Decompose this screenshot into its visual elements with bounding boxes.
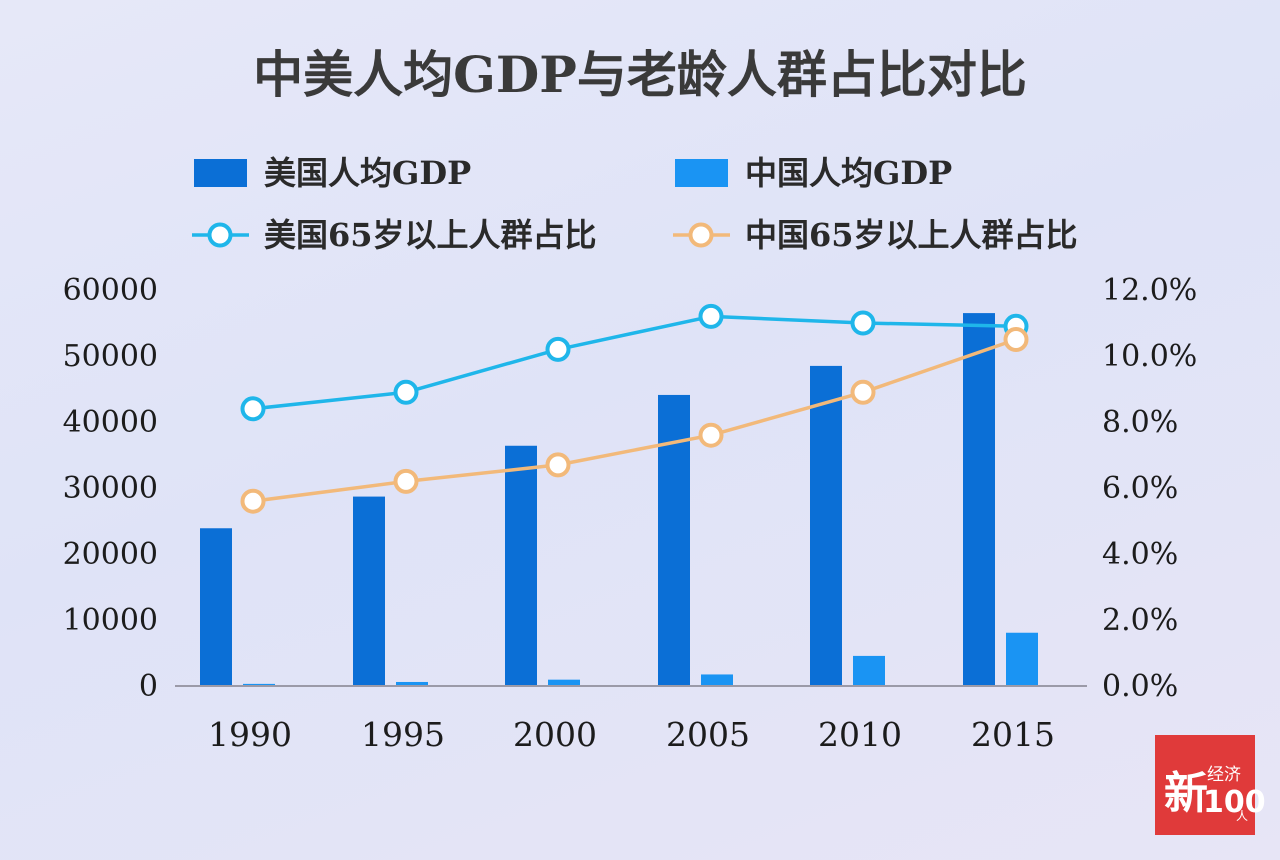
point-cn-aged-share — [1003, 327, 1029, 352]
y-right-tick-label: 2.0% — [1102, 603, 1178, 638]
brand-logo: 新经济100人 — [1155, 735, 1266, 835]
bar-us-gdp — [505, 445, 537, 686]
legend-swatch — [675, 159, 728, 187]
point-cn-aged-share — [545, 452, 571, 478]
legend-swatch — [194, 159, 247, 187]
y-left-tick-label: 0 — [139, 669, 158, 704]
bar-us-gdp — [353, 496, 385, 686]
legend-label: 美国65岁以上人群占比 — [264, 216, 597, 254]
x-tick-label: 2015 — [971, 715, 1055, 754]
x-tick-label: 2010 — [818, 715, 902, 754]
line-cn-aged-share — [252, 337, 1017, 503]
legend-label: 美国人均GDP — [264, 154, 471, 192]
bar-cn-gdp — [701, 674, 733, 686]
legend: 美国人均GDP 中国人均GDP 美国65岁以上人群占比 中国65岁以上人群占比 — [192, 154, 1078, 254]
point-us-aged-share — [393, 379, 419, 405]
y-right-tick-label: 10.0% — [1102, 339, 1197, 374]
legend-label: 中国人均GDP — [745, 154, 952, 192]
bar-cn-gdp — [1006, 632, 1038, 686]
y-right-tick-label: 8.0% — [1102, 405, 1178, 440]
point-cn-aged-share — [393, 468, 419, 494]
y-axis-left: 0 10000 20000 30000 40000 50000 60000 — [63, 273, 158, 704]
bar-cn-gdp — [548, 679, 580, 686]
bar-cn-gdp — [243, 683, 275, 686]
logo-top-text: 经济 — [1207, 765, 1241, 785]
x-tick-label: 2005 — [666, 715, 750, 754]
y-right-tick-label: 12.0% — [1102, 273, 1197, 308]
x-tick-label: 1995 — [361, 715, 445, 754]
logo-background — [1155, 735, 1255, 835]
bar-us-gdp — [963, 313, 995, 686]
bar-us-gdp — [200, 528, 232, 686]
logo-sub-text: 人 — [1236, 809, 1248, 823]
bar-series — [200, 313, 1038, 686]
line-series — [240, 303, 1029, 514]
y-right-tick-label: 0.0% — [1102, 669, 1178, 704]
bar-cn-gdp — [853, 655, 885, 686]
y-right-tick-label: 6.0% — [1102, 471, 1178, 506]
logo-main-char: 新 — [1164, 768, 1208, 819]
x-axis: 1990 1995 2000 2005 2010 2015 — [208, 715, 1055, 754]
point-us-aged-share — [850, 310, 876, 336]
legend-swatch-marker — [207, 222, 233, 248]
bar-us-gdp — [810, 365, 842, 686]
point-cn-aged-share — [240, 488, 266, 514]
chart-title: 中美人均GDP与老龄人群占比对比 — [253, 45, 1027, 104]
y-left-tick-label: 30000 — [63, 471, 158, 506]
point-cn-aged-share — [698, 422, 724, 448]
x-tick-label: 2000 — [513, 715, 597, 754]
point-us-aged-share — [545, 336, 571, 362]
point-us-aged-share — [240, 396, 266, 422]
legend-label: 中国65岁以上人群占比 — [745, 216, 1078, 254]
point-cn-aged-share — [850, 379, 876, 405]
y-axis-right: 0.0% 2.0% 4.0% 6.0% 8.0% 10.0% 12.0% — [1102, 273, 1197, 704]
y-left-tick-label: 40000 — [63, 405, 158, 440]
logo-digits: 100 — [1203, 785, 1266, 820]
line-us-aged-share — [252, 314, 1017, 411]
y-left-tick-label: 60000 — [63, 273, 158, 308]
y-left-tick-label: 20000 — [63, 537, 158, 572]
y-right-tick-label: 4.0% — [1102, 537, 1178, 572]
bar-cn-gdp — [396, 681, 428, 686]
y-left-tick-label: 10000 — [63, 603, 158, 638]
legend-swatch-marker — [688, 222, 714, 248]
y-left-tick-label: 50000 — [63, 339, 158, 374]
point-us-aged-share — [698, 303, 724, 329]
x-tick-label: 1990 — [208, 715, 292, 754]
